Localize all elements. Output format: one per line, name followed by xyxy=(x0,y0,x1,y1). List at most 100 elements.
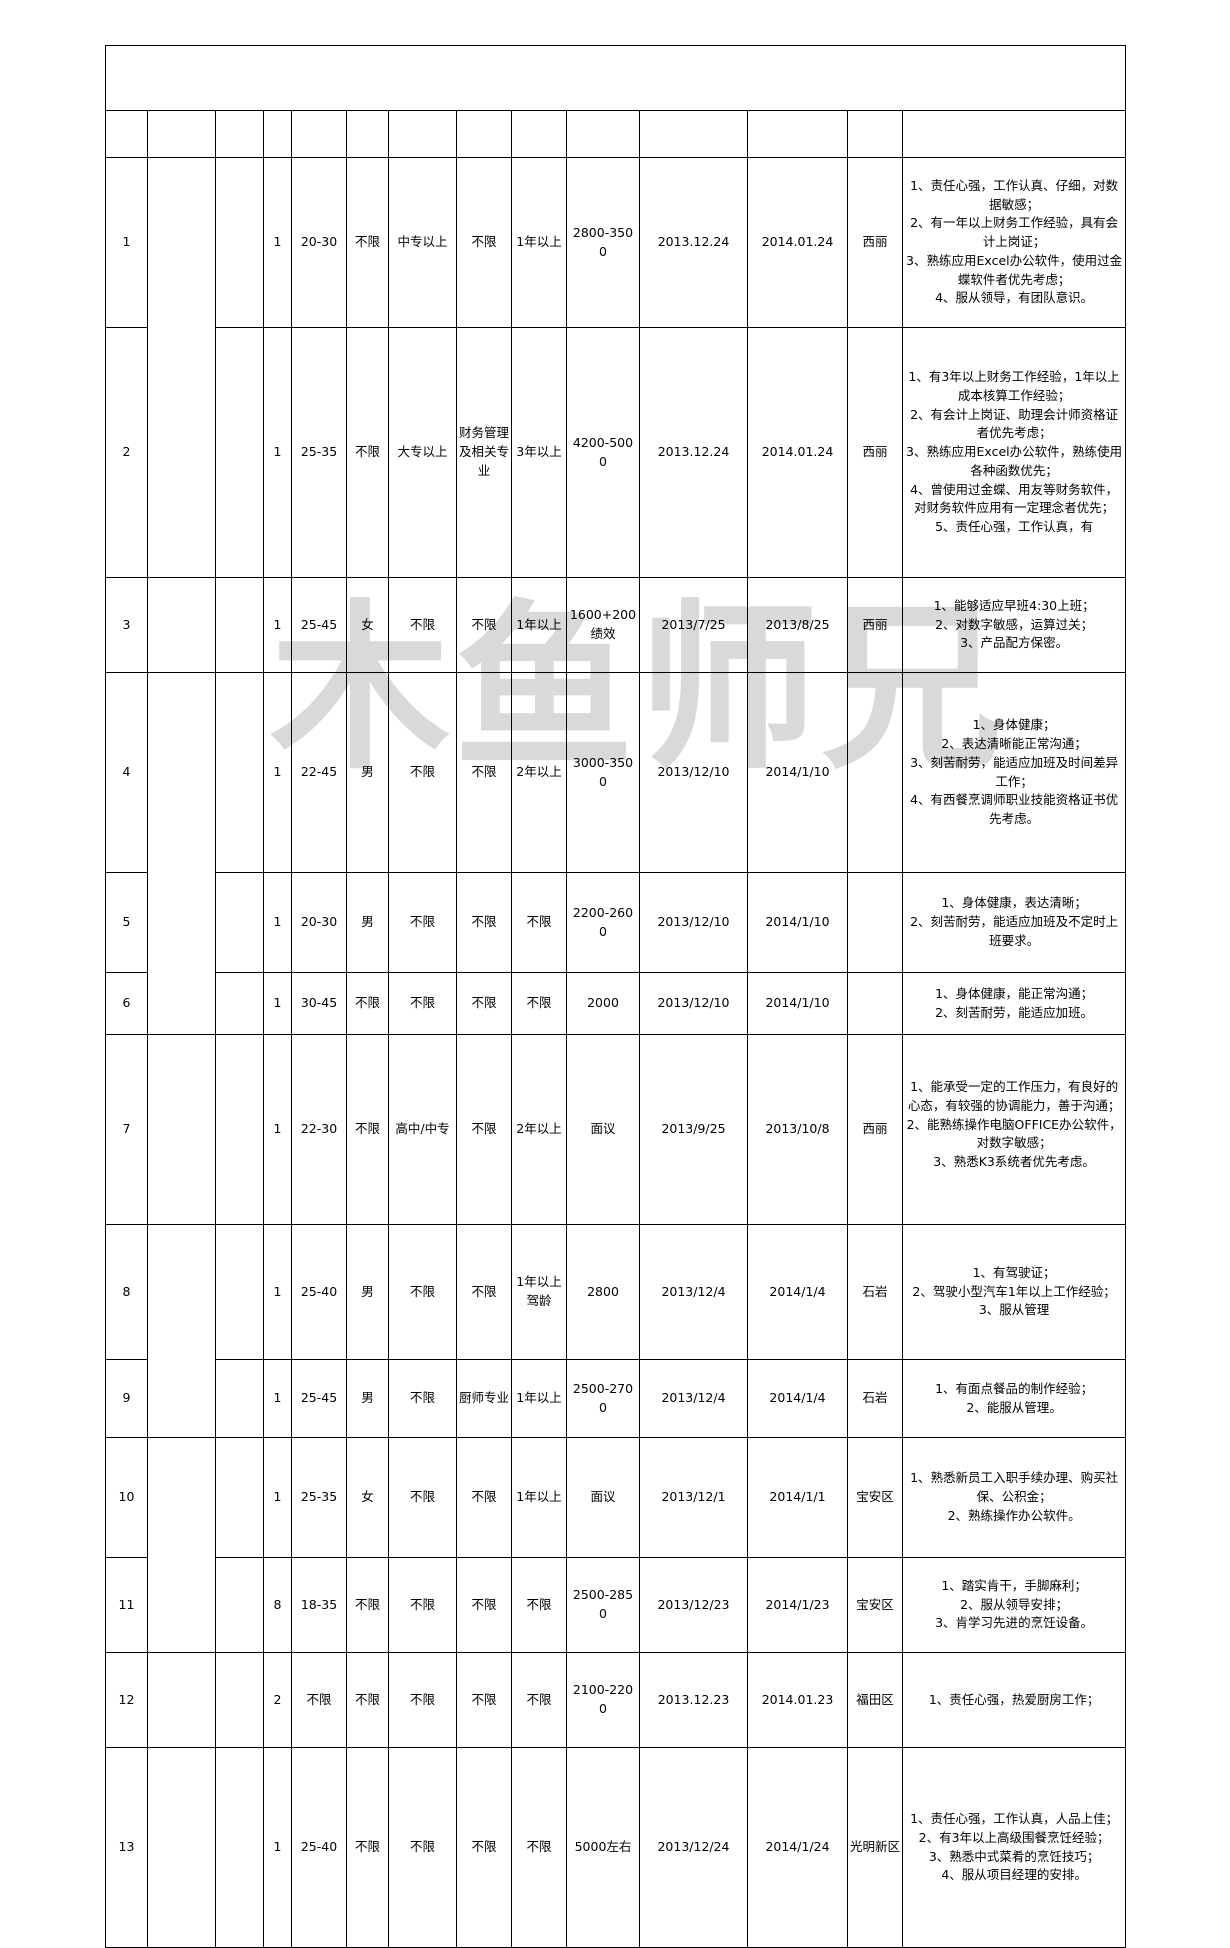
cell-education: 不限 xyxy=(388,577,457,673)
cell-major: 不限 xyxy=(456,872,512,973)
cell-arrive-date: 2014/1/1 xyxy=(747,1437,848,1558)
cell-headcount: 1 xyxy=(263,327,292,578)
cell-apply-date: 2013/12/10 xyxy=(639,672,748,873)
title-row: 招聘需求计划XX月份 xyxy=(104,45,1127,111)
cell-experience: 1年以上驾龄 xyxy=(511,1224,567,1360)
cell-arrive-date: 2014/1/10 xyxy=(747,872,848,973)
cell-position: 配料员 xyxy=(215,577,264,673)
cell-salary: 3000-3500 xyxy=(566,672,640,873)
cell-arrive-date: 2014/1/4 xyxy=(747,1359,848,1438)
cell-experience: 1年以上 xyxy=(511,1437,567,1558)
cell-apply-date: 2013/7/25 xyxy=(639,577,748,673)
table-row: 12 国际交流学校 厨工 2 不限 不限 不限 不限 不限 2100-2200 2013.12.23… xyxy=(105,1652,1127,1748)
cell-department: 国际交流学校 xyxy=(147,1652,216,1748)
cell-position: 成本会计 xyxy=(215,327,264,578)
cell-arrive-date: 2014/1/10 xyxy=(747,972,848,1035)
cell-position: 杂工 xyxy=(215,972,264,1035)
row-index: 5 xyxy=(105,872,148,973)
cell-salary: 2500-2850 xyxy=(566,1557,640,1653)
cell-headcount: 1 xyxy=(263,157,292,328)
cell-major: 不限 xyxy=(456,1224,512,1360)
cell-headcount: 1 xyxy=(263,872,292,973)
column-header-headcount: 人数 xyxy=(263,110,292,158)
column-header-department: 申请部门 xyxy=(147,110,216,158)
cell-experience: 不限 xyxy=(511,1747,567,1948)
table-row: 10 机场项目 人事文员 1 25-35 女不限 不限 1年以上 面议 2013/12/1 2014… xyxy=(105,1437,1127,1653)
cell-department: 石岩项目 xyxy=(147,1224,216,1438)
row-index: 1 xyxy=(105,157,148,328)
cell-major: 不限 xyxy=(456,672,512,873)
cell-major: 厨师专业 xyxy=(456,1359,512,1438)
cell-requirements: 1、熟悉新员工入职手续办理、购买社保、公积金； 2、熟练操作办公软件。 xyxy=(901,1437,1127,1558)
cell-gender: 不限 xyxy=(346,972,389,1035)
cell-position: 高舱厨工 xyxy=(215,1557,264,1653)
cell-apply-date: 2013/12/10 xyxy=(639,872,748,973)
cell-department: 华星光电 xyxy=(147,1747,216,1948)
cell-major: 不限 xyxy=(456,157,512,328)
cell-gender: 不限 xyxy=(346,1747,389,1948)
cell-apply-date: 2013.12.23 xyxy=(639,1652,748,1748)
cell-age: 25-45 xyxy=(291,1359,347,1438)
cell-work-location: 宝安区 xyxy=(847,1557,903,1653)
cell-education: 中专以上 xyxy=(388,157,457,328)
cell-requirements: 1、能够适应早班4:30上班； 2、对数字敏感，运算过关； 3、产品配方保密。 xyxy=(901,577,1127,673)
table-row: 9 面点师 1 25-45 男不限 厨师专业 1年以上 2500-2700 2013/12/4 2… xyxy=(105,1359,1127,1438)
cell-major: 不限 xyxy=(456,577,512,673)
column-header-education: 学历 xyxy=(388,110,457,158)
cell-salary: 面议 xyxy=(566,1034,640,1225)
cell-headcount: 1 xyxy=(263,672,292,873)
cell-apply-date: 2013/9/25 xyxy=(639,1034,748,1225)
page-title: 招聘需求计划XX月份 xyxy=(104,45,1127,111)
cell-education: 不限 xyxy=(388,1652,457,1748)
cell-position: 西餐厨师 xyxy=(215,672,264,873)
table-row: 7 PMC部 计划员（物料专员） 1 22-30 不限 高中/中专 不限 2年以上 面议 2013/… xyxy=(105,1034,1127,1225)
recruitment-plan-table: 招聘需求计划XX月份 申请部门 岗位 人数 年龄 性别 学历 专业 技能经验 薪资 申请日期 到岗时… xyxy=(104,45,1127,1948)
cell-salary: 2500-2700 xyxy=(566,1359,640,1438)
cell-headcount: 1 xyxy=(263,1359,292,1438)
recruitment-plan-sheet: 招聘需求计划XX月份 申请部门 岗位 人数 年龄 性别 学历 专业 技能经验 薪资 申请日期 到岗时… xyxy=(104,45,1127,1948)
cell-arrive-date: 2014.01.23 xyxy=(747,1652,848,1748)
cell-education: 不限 xyxy=(388,1747,457,1948)
cell-apply-date: 2013/12/4 xyxy=(639,1359,748,1438)
cell-major: 不限 xyxy=(456,1034,512,1225)
table-header-row: 申请部门 岗位 人数 年龄 性别 学历 专业 技能经验 薪资 申请日期 到岗时间 上班地点 岗位要求 xyxy=(105,110,1127,158)
cell-gender: 女 xyxy=(346,1437,389,1558)
cell-age: 25-40 xyxy=(291,1747,347,1948)
cell-work-location: 福田区 xyxy=(847,1652,903,1748)
column-header-position: 岗位 xyxy=(215,110,264,158)
cell-apply-date: 2013.12.24 xyxy=(639,327,748,578)
row-index: 6 xyxy=(105,972,148,1035)
cell-department: 试制车间 xyxy=(147,672,216,1035)
cell-apply-date: 2013/12/1 xyxy=(639,1437,748,1558)
cell-gender: 不限 xyxy=(346,1034,389,1225)
cell-requirements: 1、身体健康； 2、表达清晰能正常沟通； 3、刻苦耐劳，能适应加班及时间差异工作； 4… xyxy=(901,672,1127,873)
table-row: 2 成本会计 1 25-35 不限 大专以上 财务管理及相关专业 3年以上 4200-5000 2… xyxy=(105,327,1127,578)
cell-work-location: 西丽 xyxy=(847,327,903,578)
cell-gender: 女 xyxy=(346,577,389,673)
cell-experience: 不限 xyxy=(511,972,567,1035)
cell-requirements: 1、责任心强，工作认真，人品上佳； 2、有3年以上高级围餐烹饪经验； 3、熟悉中式菜… xyxy=(901,1747,1127,1948)
row-index: 7 xyxy=(105,1034,148,1225)
cell-work-location: 西丽 xyxy=(847,577,903,673)
row-index: 4 xyxy=(105,672,148,873)
row-index: 3 xyxy=(105,577,148,673)
cell-department: PMC部 xyxy=(147,1034,216,1225)
cell-work-location: 光明新区 xyxy=(847,1747,903,1948)
table-row: 13 华星光电 高级围餐厨师 1 25-40 不限 不限 不限 不限 5000左右 2013/12/… xyxy=(105,1747,1127,1948)
cell-work-location: 西丽 xyxy=(847,1034,903,1225)
column-header-gender: 性别 xyxy=(346,110,389,158)
cell-age: 18-35 xyxy=(291,1557,347,1653)
column-header-requirements: 岗位要求 xyxy=(901,110,1127,158)
cell-salary: 1600+200绩效 xyxy=(566,577,640,673)
cell-gender: 男 xyxy=(346,1359,389,1438)
cell-work-location xyxy=(847,972,903,1035)
cell-age: 25-35 xyxy=(291,1437,347,1558)
cell-salary: 4200-5000 xyxy=(566,327,640,578)
cell-education: 不限 xyxy=(388,1437,457,1558)
cell-headcount: 8 xyxy=(263,1557,292,1653)
table-row: 4 试制车间 西餐厨师 1 22-45 男不限 不限 2年以上 3000-3500 2013/12… xyxy=(105,672,1127,1035)
cell-experience: 2年以上 xyxy=(511,1034,567,1225)
cell-arrive-date: 2014/1/10 xyxy=(747,672,848,873)
cell-age: 25-40 xyxy=(291,1224,347,1360)
cell-apply-date: 2013/12/23 xyxy=(639,1557,748,1653)
